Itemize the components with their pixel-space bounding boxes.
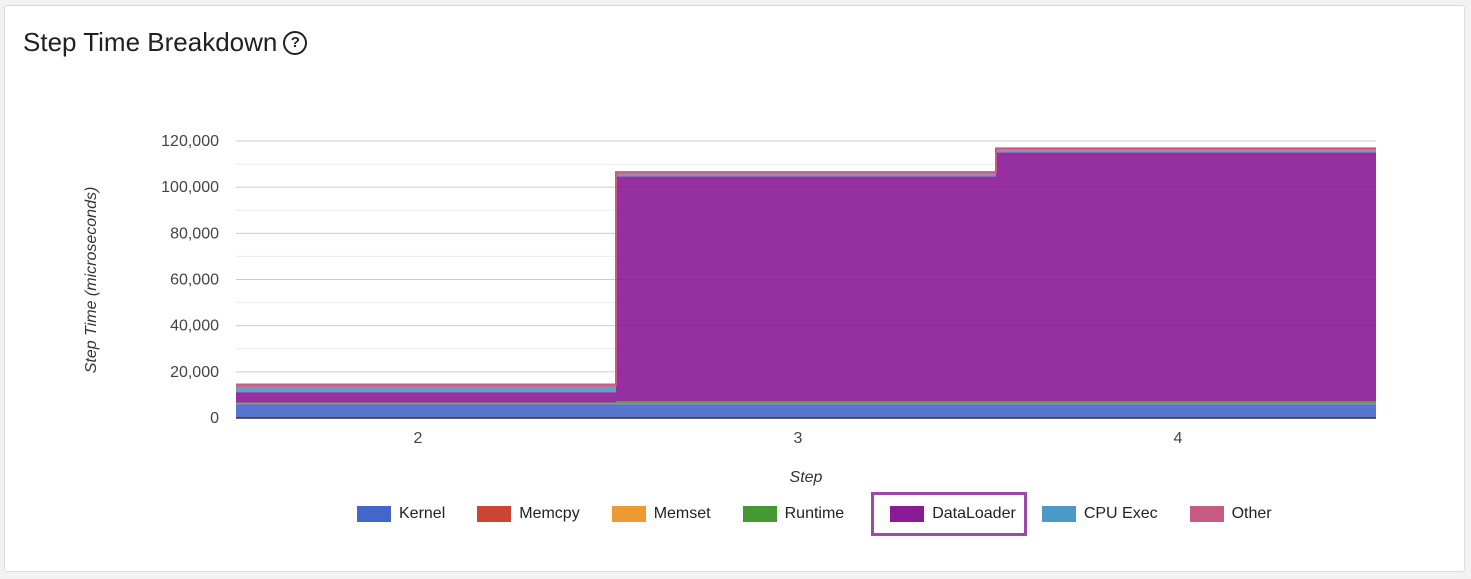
legend-swatch xyxy=(890,506,925,522)
area-segment-runtime xyxy=(616,401,996,404)
x-tick-label: 3 xyxy=(794,430,803,447)
area-segment-cpu-exec xyxy=(616,174,996,177)
area-segment-runtime xyxy=(236,402,616,404)
y-tick-label: 60,000 xyxy=(170,272,219,289)
question-circle-icon[interactable]: ? xyxy=(283,30,308,55)
card-title-text: Step Time Breakdown xyxy=(23,27,278,57)
legend-item-kernel[interactable]: Kernel xyxy=(352,492,462,536)
legend-item-runtime[interactable]: Runtime xyxy=(738,492,862,536)
legend-swatch xyxy=(742,506,777,522)
legend-swatch xyxy=(1041,506,1076,522)
area-segment-memcpy xyxy=(236,403,616,405)
card-title: Step Time Breakdown ? xyxy=(23,27,308,58)
legend-swatch xyxy=(611,506,646,522)
y-tick-label: 80,000 xyxy=(170,225,219,242)
y-tick-label: 20,000 xyxy=(170,364,219,381)
y-tick-label: 40,000 xyxy=(170,318,219,335)
area-segment-dataloader xyxy=(616,176,996,402)
y-tick-label: 100,000 xyxy=(161,179,219,196)
legend-swatch xyxy=(477,506,512,522)
x-axis-title: Step xyxy=(790,469,823,486)
legend-label: Memset xyxy=(653,505,711,522)
y-tick-label: 120,000 xyxy=(161,133,219,150)
area-segment-cpu-exec xyxy=(236,387,616,393)
chart-legend: Kernel Memcpy Memset Runtime DataLoader CPU E… xyxy=(352,490,1299,538)
area-segment-other xyxy=(616,172,996,175)
y-axis-title: Step Time (microseconds) xyxy=(83,187,100,374)
x-tick-label: 2 xyxy=(414,430,423,447)
legend-label: CPU Exec xyxy=(1083,505,1158,522)
legend-label: DataLoader xyxy=(932,505,1016,522)
stack-top-line xyxy=(236,147,1376,386)
legend-item-memcpy[interactable]: Memcpy xyxy=(472,492,596,536)
legend-label: Memcpy xyxy=(519,505,580,522)
area-segment-memcpy xyxy=(616,403,996,405)
y-tick-label: 0 xyxy=(210,410,219,427)
area-segment-kernel xyxy=(996,404,1376,418)
legend-item-dataloader[interactable]: DataLoader xyxy=(871,492,1027,536)
legend-item-cpu-exec[interactable]: CPU Exec xyxy=(1037,492,1175,536)
legend-swatch xyxy=(1189,506,1224,522)
x-tick-label: 4 xyxy=(1174,430,1183,447)
legend-swatch xyxy=(357,506,391,522)
legend-label: Other xyxy=(1231,505,1272,522)
area-segment-kernel xyxy=(616,404,996,418)
area-segment-other xyxy=(996,148,1376,151)
area-segment-dataloader xyxy=(996,152,1376,402)
legend-label: Runtime xyxy=(784,505,845,522)
area-segment-dataloader xyxy=(236,392,616,403)
area-segment-runtime xyxy=(996,401,1376,404)
legend-item-memset[interactable]: Memset xyxy=(607,492,728,536)
area-segment-cpu-exec xyxy=(996,150,1376,153)
area-segment-other xyxy=(236,384,616,388)
area-segment-memcpy xyxy=(996,403,1376,405)
legend-label: Kernel xyxy=(399,505,446,522)
legend-item-other[interactable]: Other xyxy=(1185,492,1289,536)
area-segment-kernel xyxy=(236,404,616,418)
